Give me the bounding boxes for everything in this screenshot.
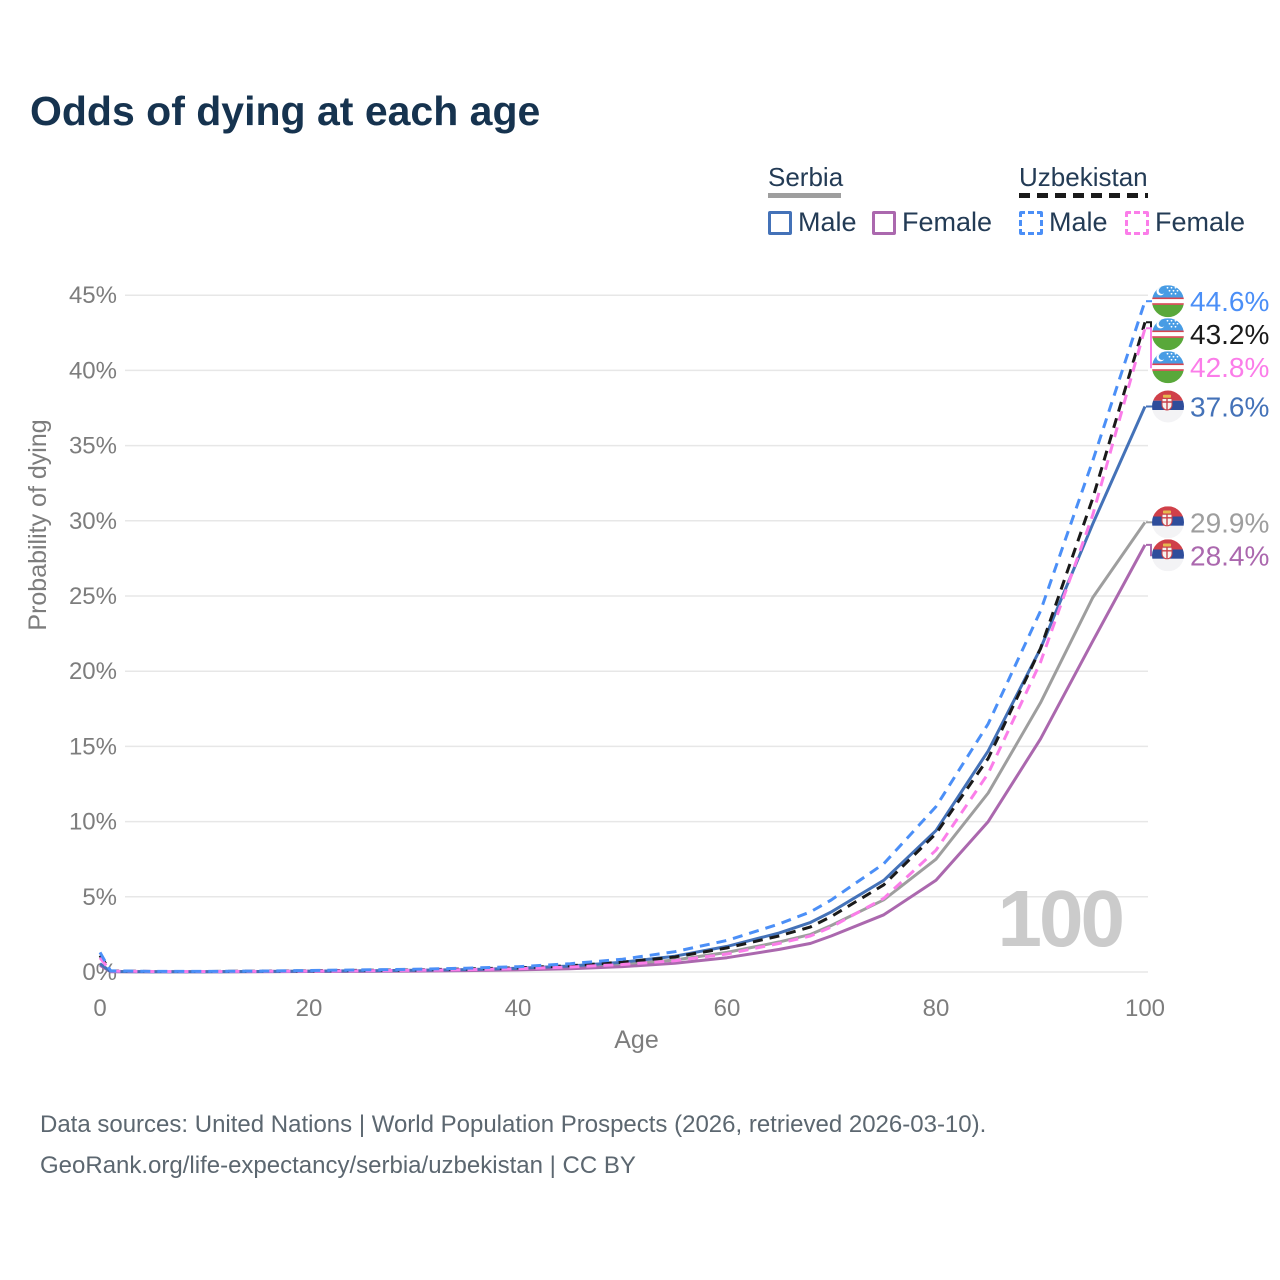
legend-item-uzbekistan-female[interactable]: Female [1125, 207, 1245, 238]
x-tick-label: 80 [923, 995, 950, 1022]
uzbekistan-flag-icon [1152, 285, 1184, 318]
end-label-serbia-male: 37.6% [1152, 390, 1269, 423]
footer: Data sources: United Nations | World Pop… [40, 1104, 986, 1186]
uzbekistan-flag-icon [1152, 318, 1184, 351]
attribution-line: GeoRank.org/life-expectancy/serbia/uzbek… [40, 1152, 636, 1179]
y-tick-label: 30% [69, 508, 117, 535]
legend-group-uzbekistan: Uzbekistan Male Female [1019, 162, 1245, 238]
legend-item-label: Female [902, 207, 993, 237]
y-tick-label: 45% [69, 282, 117, 309]
end-label-serbia-female: 28.4% [1152, 539, 1269, 572]
y-tick-label: 10% [69, 809, 117, 836]
series-line-uzbekistan-male[interactable] [98, 300, 1147, 973]
uzbekistan-female-swatch-icon [1125, 210, 1149, 235]
legend-item-serbia-female[interactable]: Female [872, 207, 992, 238]
serbia-flag-icon [1152, 539, 1184, 572]
x-tick-label: 60 [714, 995, 741, 1022]
serbia-flag-icon [1152, 390, 1184, 423]
end-label-uzbekistan-female: 42.8% [1152, 351, 1269, 383]
x-tick-label: 0 [93, 995, 106, 1022]
legend-item-label: Male [798, 207, 857, 237]
y-tick-label: 25% [69, 583, 117, 610]
y-tick-label: 5% [82, 884, 117, 911]
y-tick-label: 20% [69, 658, 117, 685]
end-label-serbia-both: 29.9% [1152, 506, 1269, 539]
legend-item-label: Female [1155, 207, 1246, 237]
end-label-value: 44.6% [1190, 286, 1269, 317]
x-tick-label: 100 [1125, 995, 1165, 1022]
end-label-value: 42.8% [1190, 352, 1269, 383]
highlighted-age-watermark: 100 [998, 874, 1123, 963]
serbia-flag-icon [1152, 506, 1184, 539]
data-source-line: Data sources: United Nations | World Pop… [40, 1111, 987, 1138]
serbia-male-swatch-icon [768, 210, 792, 235]
y-tick-label: 35% [69, 433, 117, 460]
uzbekistan-flag-icon [1152, 351, 1184, 384]
end-label-uzbekistan-male: 44.6% [1152, 285, 1269, 317]
series-line-uzbekistan-female[interactable] [98, 327, 1147, 973]
y-tick-label: 40% [69, 357, 117, 384]
x-axis-title: Age [614, 1026, 658, 1054]
serbia-line-style-swatch [768, 193, 841, 198]
y-tick-label: 15% [69, 733, 117, 760]
series-line-serbia-male[interactable] [99, 405, 1147, 974]
end-label-value: 37.6% [1190, 391, 1269, 422]
y-axis-title: Probability of dying [24, 419, 52, 630]
legend-item-serbia-male[interactable]: Male [768, 207, 857, 238]
legend-country-serbia[interactable]: Serbia [768, 162, 844, 192]
end-label-value: 29.9% [1190, 507, 1269, 538]
page-title: Odds of dying at each age [30, 88, 541, 134]
label-leader-line [1146, 327, 1152, 369]
end-label-uzbekistan-both: 43.2% [1152, 318, 1269, 350]
x-tick-label: 40 [505, 995, 532, 1022]
end-label-value: 43.2% [1190, 319, 1269, 350]
x-tick-label: 20 [296, 995, 323, 1022]
series-line-uzbekistan-both[interactable] [98, 321, 1147, 973]
legend-group-serbia: Serbia Male Female [768, 162, 992, 237]
legend-item-uzbekistan-male[interactable]: Male [1019, 207, 1108, 238]
label-leader-line [1146, 543, 1152, 557]
uzbekistan-male-swatch-icon [1019, 210, 1043, 235]
legend-item-label: Male [1049, 207, 1108, 237]
legend-country-uzbekistan[interactable]: Uzbekistan [1019, 162, 1148, 192]
end-label-value: 28.4% [1190, 540, 1269, 571]
uzbekistan-line-style-swatch [1019, 193, 1148, 198]
serbia-female-swatch-icon [872, 210, 896, 235]
